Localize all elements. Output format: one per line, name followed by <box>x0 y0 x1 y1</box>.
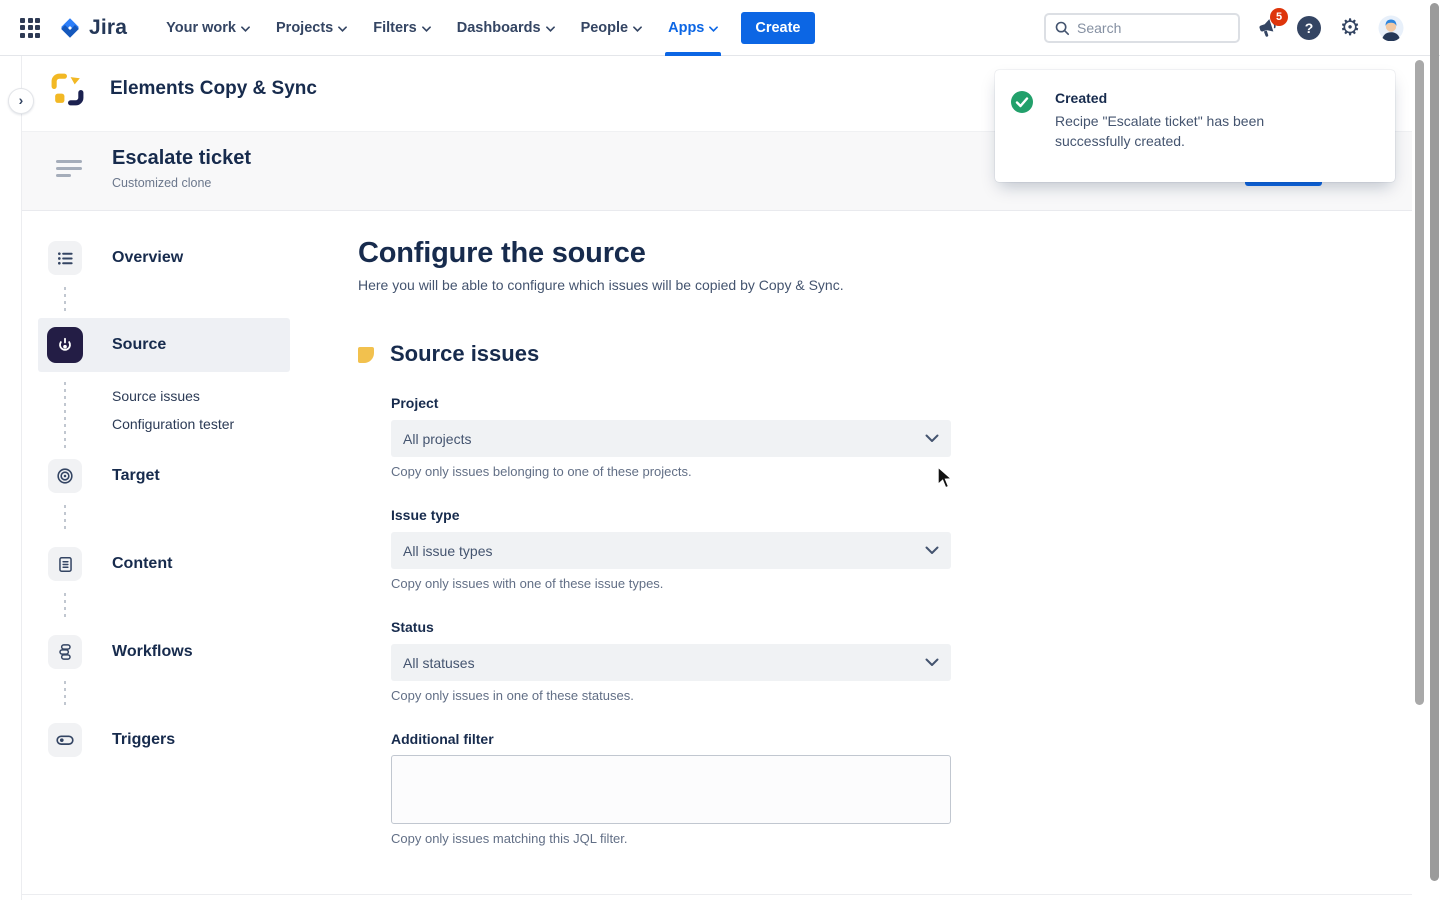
issue-type-select-value: All issue types <box>403 542 493 559</box>
search-input[interactable] <box>1077 19 1217 36</box>
check-circle-icon <box>1011 91 1033 113</box>
project-help-text: Copy only issues belonging to one of the… <box>391 464 692 479</box>
chevron-down-icon <box>633 25 643 32</box>
status-select-value: All statuses <box>403 654 475 671</box>
project-select-value: All projects <box>403 430 472 447</box>
search-field[interactable] <box>1044 12 1240 43</box>
sidebar-step-triggers-label[interactable]: Triggers <box>112 731 176 748</box>
chevron-down-icon <box>421 25 431 32</box>
chevron-down-icon <box>925 546 939 555</box>
outer-scrollbar[interactable] <box>1430 3 1439 881</box>
target-icon <box>57 468 73 484</box>
page-subtitle: Here you will be able to configure which… <box>358 277 844 293</box>
toast-title: Created <box>1055 90 1108 106</box>
bottom-divider <box>22 894 1412 895</box>
chevron-right-icon: › <box>18 92 24 108</box>
sidebar-step-triggers[interactable] <box>48 723 82 757</box>
status-help-text: Copy only issues in one of these statuse… <box>391 688 634 703</box>
nav-item-your-work[interactable]: Your work <box>153 0 263 56</box>
chevron-down-icon <box>338 25 348 32</box>
jira-brand-text: Jira <box>89 15 128 39</box>
recipe-title: Escalate ticket <box>112 147 251 169</box>
nav-right-cluster: 5 ? ⚙ <box>1044 7 1404 43</box>
step-connector <box>64 287 66 315</box>
help-button[interactable]: ? <box>1296 15 1322 41</box>
source-icon <box>59 337 71 351</box>
sidebar-step-workflows[interactable] <box>48 635 82 669</box>
user-avatar <box>1378 15 1404 41</box>
section-marker-icon <box>358 347 374 363</box>
sidebar-step-content[interactable] <box>48 547 82 581</box>
mouse-cursor <box>937 466 954 489</box>
workflow-icon <box>59 644 71 660</box>
status-field-label: Status <box>391 619 434 635</box>
settings-button[interactable]: ⚙ <box>1337 15 1363 41</box>
question-icon: ? <box>1297 15 1321 40</box>
additional-filter-textarea[interactable] <box>391 755 951 824</box>
chevron-down-icon <box>925 658 939 667</box>
app-switcher-icon[interactable] <box>20 17 40 38</box>
chevron-down-icon <box>925 434 939 443</box>
chevron-down-icon <box>709 25 719 32</box>
toggle-icon <box>56 735 74 745</box>
page-title: Configure the source <box>358 237 646 269</box>
project-select[interactable]: All projects <box>391 420 951 457</box>
search-icon <box>1055 21 1070 35</box>
nav-item-apps[interactable]: Apps <box>655 0 731 56</box>
step-connector <box>64 505 66 533</box>
toast-notification[interactable]: Created Recipe "Escalate ticket" has bee… <box>995 70 1395 182</box>
step-connector <box>64 382 66 448</box>
sidebar-substep-configuration-tester[interactable]: Configuration tester <box>112 416 235 432</box>
lines-icon[interactable] <box>56 160 82 177</box>
step-connector <box>64 681 66 709</box>
issue-type-help-text: Copy only issues with one of these issue… <box>391 576 664 591</box>
sidebar-step-target[interactable] <box>48 459 82 493</box>
toast-message: Recipe "Escalate ticket" has been succes… <box>1055 113 1265 149</box>
top-navigation-bar: Jira Your work Projects Filters Dashboar… <box>0 0 1440 56</box>
project-field-label: Project <box>391 395 439 411</box>
issue-type-select[interactable]: All issue types <box>391 532 951 569</box>
jira-logo-icon <box>61 17 79 38</box>
recipe-subtitle: Customized clone <box>112 176 212 190</box>
nav-item-filters[interactable]: Filters <box>360 0 444 56</box>
sidebar-step-source-label[interactable]: Source <box>112 336 167 353</box>
inner-scrollbar[interactable] <box>1415 60 1424 705</box>
jira-logo[interactable]: Jira <box>58 16 127 40</box>
left-rail-divider <box>21 56 22 900</box>
sidebar-step-content-label[interactable]: Content <box>112 555 173 572</box>
sidebar-step-source-icon[interactable] <box>47 327 83 363</box>
nav-item-dashboards[interactable]: Dashboards <box>444 0 568 56</box>
gear-icon: ⚙ <box>1339 14 1361 40</box>
additional-filter-field-label: Additional filter <box>391 731 494 747</box>
create-button[interactable]: Create <box>741 11 815 44</box>
issue-type-field-label: Issue type <box>391 507 460 523</box>
chevron-down-icon <box>241 25 250 32</box>
section-title: Source issues <box>390 341 540 366</box>
app-title: Elements Copy & Sync <box>110 78 317 99</box>
document-icon <box>58 556 72 572</box>
sidebar-substep-source-issues[interactable]: Source issues <box>112 388 200 404</box>
nav-item-projects[interactable]: Projects <box>263 0 360 56</box>
sidebar-collapse-button[interactable]: › <box>8 88 34 114</box>
sidebar-step-overview[interactable] <box>48 241 82 275</box>
profile-button[interactable] <box>1378 15 1404 41</box>
elements-copy-sync-logo <box>51 73 84 106</box>
nav-item-people[interactable]: People <box>568 0 656 56</box>
sidebar-step-workflows-label[interactable]: Workflows <box>112 643 193 660</box>
sidebar-step-target-label[interactable]: Target <box>112 467 160 484</box>
sidebar-step-overview-label[interactable]: Overview <box>112 249 184 266</box>
chevron-down-icon <box>545 25 555 32</box>
notification-badge: 5 <box>1270 7 1288 26</box>
step-connector <box>64 593 66 621</box>
status-select[interactable]: All statuses <box>391 644 951 681</box>
additional-filter-help-text: Copy only issues matching this JQL filte… <box>391 831 628 846</box>
list-icon <box>57 251 73 265</box>
notifications-button[interactable]: 5 <box>1255 7 1288 41</box>
